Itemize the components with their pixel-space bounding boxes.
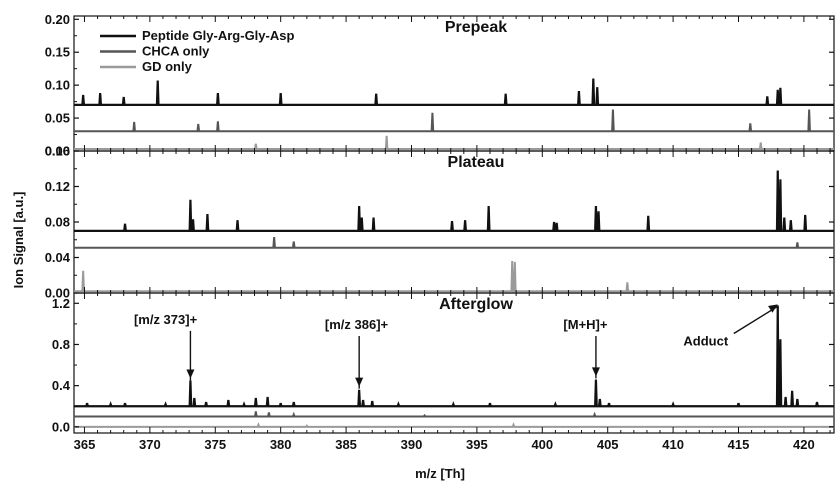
axes-layer: Prepeak0.000.050.100.150.20Plateau0.000.… bbox=[45, 12, 834, 452]
x-axis-title: m/z [Th] bbox=[415, 466, 465, 481]
panel-title-2: Afterglow bbox=[439, 296, 513, 313]
annotation-label-0: [m/z 373]+ bbox=[134, 312, 198, 327]
annotation-label-2: [M+H]+ bbox=[563, 317, 607, 332]
y-tick-label-1-0: 0.00 bbox=[45, 286, 70, 301]
panel-frame-1 bbox=[73, 150, 835, 294]
series-line-chca-panel-2 bbox=[74, 411, 834, 418]
y-tick-label-2-0: 0.0 bbox=[52, 419, 70, 434]
panel-frame-2 bbox=[73, 292, 835, 434]
legend-label-peptide: Peptide Gly-Arg-Gly-Asp bbox=[142, 28, 294, 43]
series-line-gd-panel-2 bbox=[74, 421, 834, 428]
series-line-peptide-panel-2 bbox=[74, 305, 834, 408]
y-tick-label-1-2: 0.08 bbox=[45, 215, 70, 230]
x-tick-label-10: 415 bbox=[728, 437, 750, 452]
series-line-gd-panel-0 bbox=[74, 135, 834, 151]
y-axis-title: Ion Signal [a.u.] bbox=[11, 192, 26, 289]
y-tick-label-1-3: 0.12 bbox=[45, 179, 70, 194]
annotation-arrow-line-3 bbox=[733, 305, 779, 335]
annotation-arrow-head-0 bbox=[186, 369, 195, 379]
x-tick-label-9: 410 bbox=[662, 437, 684, 452]
legend-label-chca: CHCA only bbox=[142, 44, 210, 59]
annotation-arrow-head-1 bbox=[355, 377, 364, 387]
y-tick-label-0-0: 0.00 bbox=[45, 144, 70, 159]
x-tick-label-3: 380 bbox=[270, 437, 292, 452]
series-line-gd-panel-1 bbox=[74, 261, 834, 293]
series-line-chca-panel-1 bbox=[74, 237, 834, 249]
annotation-arrow-head-2 bbox=[591, 367, 600, 377]
legend-label-gd: GD only bbox=[142, 59, 193, 74]
x-tick-label-2: 375 bbox=[204, 437, 226, 452]
y-tick-label-2-2: 0.8 bbox=[52, 337, 70, 352]
x-tick-label-4: 385 bbox=[335, 437, 357, 452]
annotation-label-3: Adduct bbox=[683, 334, 728, 349]
x-tick-label-8: 405 bbox=[597, 437, 619, 452]
y-tick-label-1-4: 0.16 bbox=[45, 144, 70, 159]
y-tick-label-0-3: 0.15 bbox=[45, 45, 70, 60]
series-line-peptide-panel-0 bbox=[74, 78, 834, 106]
panel-title-0: Prepeak bbox=[445, 19, 507, 36]
x-tick-label-11: 420 bbox=[793, 437, 815, 452]
y-tick-label-0-4: 0.20 bbox=[45, 12, 70, 27]
x-tick-label-7: 400 bbox=[531, 437, 553, 452]
series-layer bbox=[74, 78, 834, 428]
y-tick-label-0-2: 0.10 bbox=[45, 78, 70, 93]
annotation-label-1: [m/z 386]+ bbox=[325, 317, 389, 332]
y-tick-label-0-1: 0.05 bbox=[45, 111, 70, 126]
annotation-arrow-head-3 bbox=[768, 304, 778, 313]
x-tick-label-6: 395 bbox=[466, 437, 488, 452]
x-tick-label-5: 390 bbox=[401, 437, 423, 452]
annotation-layer: [m/z 373]+ [m/z 386]+ [M+H]+ Adduct bbox=[134, 304, 779, 389]
y-tick-label-1-1: 0.04 bbox=[45, 250, 71, 265]
panel-title-1: Plateau bbox=[448, 154, 505, 171]
series-line-peptide-panel-1 bbox=[74, 170, 834, 232]
x-tick-label-0: 365 bbox=[74, 437, 96, 452]
x-tick-label-1: 370 bbox=[139, 437, 161, 452]
y-tick-label-2-1: 0.4 bbox=[52, 378, 71, 393]
y-tick-label-2-3: 1.2 bbox=[52, 296, 70, 311]
series-line-chca-panel-0 bbox=[74, 109, 834, 133]
